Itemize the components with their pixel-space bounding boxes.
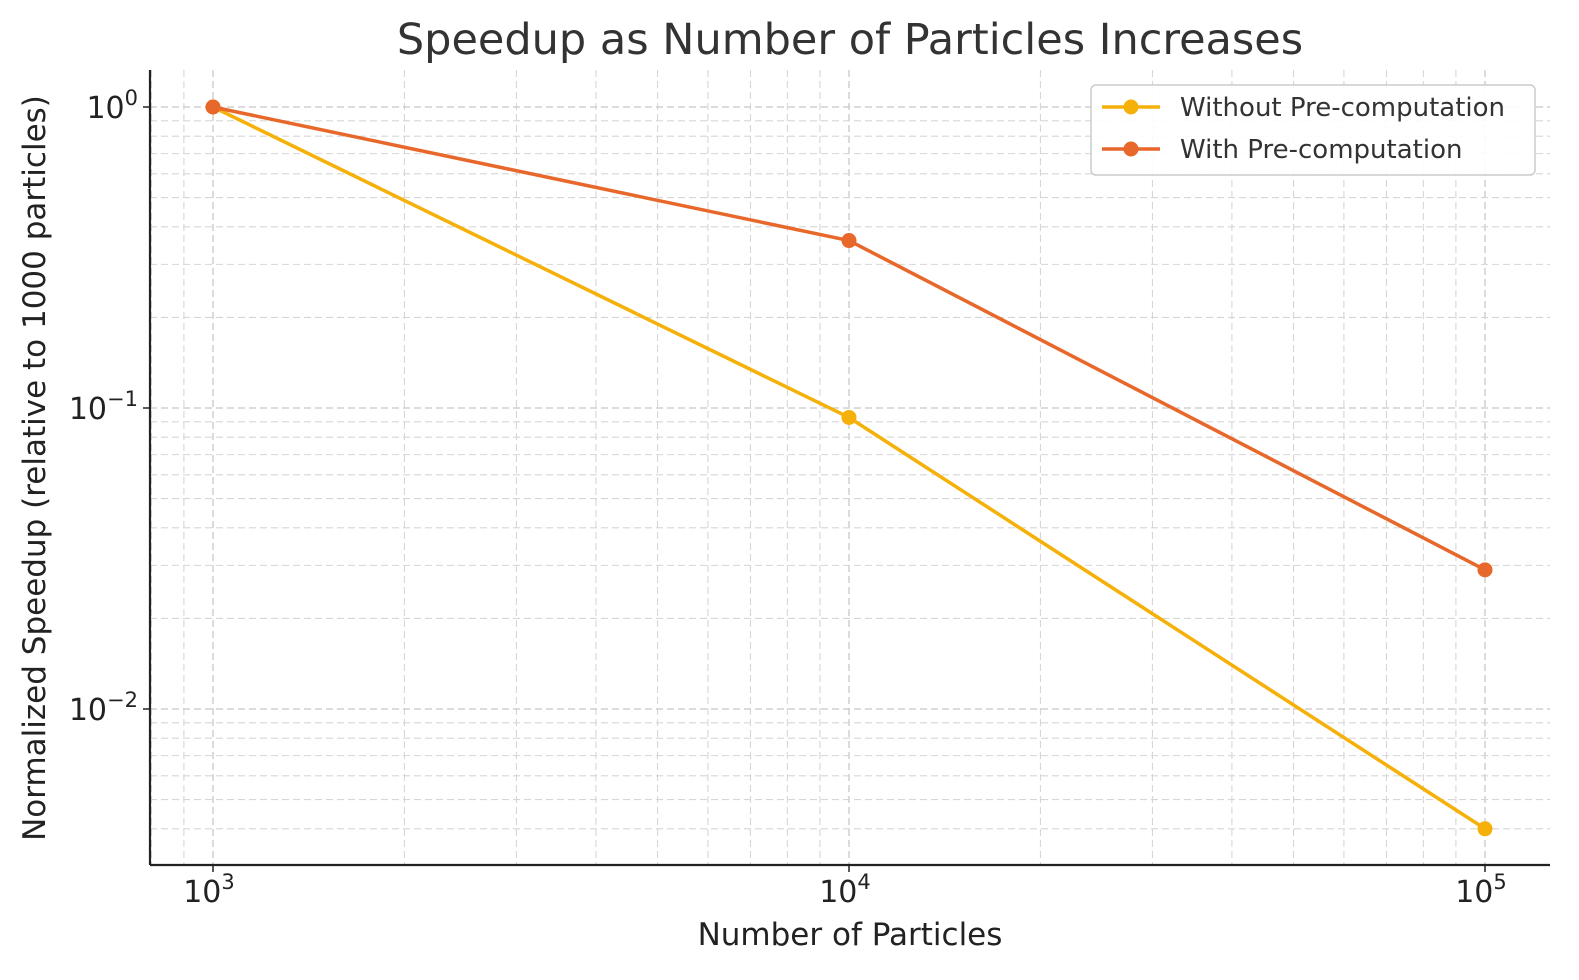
legend-label-without-precomputation: Without Pre-computation [1180,93,1505,123]
legend-marker-with-precomputation [1123,141,1139,157]
ticks-layer: 103 104 105 100 10−1 10−2 [69,86,1507,910]
x-tick-label: 104 [819,870,871,910]
legend-marker-without-precomputation [1123,99,1139,115]
x-tick-label: 103 [183,870,235,910]
legend-box [1090,84,1536,176]
axes-layer [148,70,1550,867]
y-tick-label: 10−2 [69,688,138,728]
grid-layer [150,70,1550,865]
data-point-with-pre-computation [1477,562,1493,578]
y-tick-label: 10−1 [69,387,138,427]
data-point-with-pre-computation [205,99,221,115]
x-tick-label: 105 [1455,870,1507,910]
series-layer [205,99,1493,837]
x-axis-label: Number of Particles [698,917,1003,953]
y-axis-label: Normalized Speedup (relative to 1000 par… [17,95,53,841]
y-tick-label: 100 [86,86,138,126]
legend-label-with-precomputation: With Pre-computation [1180,135,1462,165]
data-point-without-pre-computation [841,409,857,425]
data-point-without-pre-computation [1477,821,1493,837]
data-point-with-pre-computation [841,233,857,249]
chart-title: Speedup as Number of Particles Increases [397,15,1303,65]
legend: Without Pre-computation With Pre-computa… [1090,84,1536,176]
